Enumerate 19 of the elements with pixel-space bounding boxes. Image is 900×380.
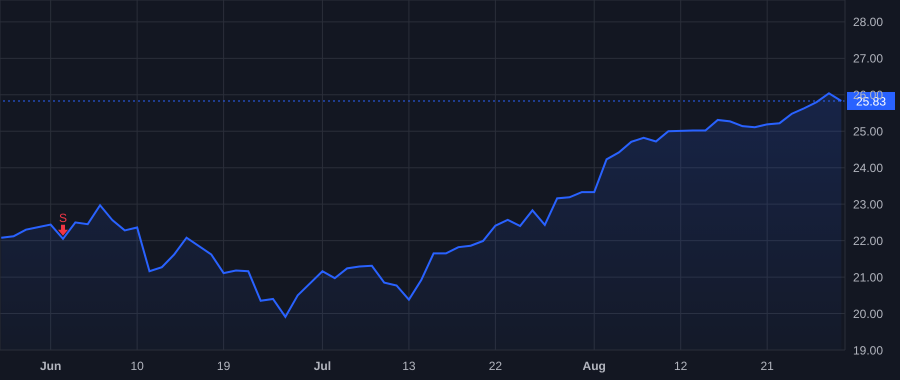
x-tick-label: Jul <box>314 359 332 373</box>
x-tick-label: 13 <box>402 359 416 373</box>
y-tick-label: 27.00 <box>853 52 884 66</box>
x-tick-label: 22 <box>488 359 502 373</box>
annotation: S <box>58 210 68 225</box>
x-tick-label: 12 <box>674 359 688 373</box>
x-tick-label: 10 <box>130 359 144 373</box>
y-tick-label: 24.00 <box>853 160 884 175</box>
x-tick-label: Aug <box>582 359 606 373</box>
x-tick-label: Jun <box>40 359 62 373</box>
y-tick-label: 22.00 <box>853 234 884 248</box>
y-tick-label: 21.00 <box>853 270 884 284</box>
y-tick-label: 25.00 <box>853 124 884 139</box>
x-tick-label: 21 <box>760 359 774 373</box>
y-tick-label: 23.00 <box>853 197 884 212</box>
y-tick-label: 28.00 <box>853 15 884 30</box>
y-tick-label: 19.00 <box>853 343 884 358</box>
y-tick-label: 20.00 <box>853 306 884 321</box>
x-tick-label: 19 <box>216 359 231 373</box>
